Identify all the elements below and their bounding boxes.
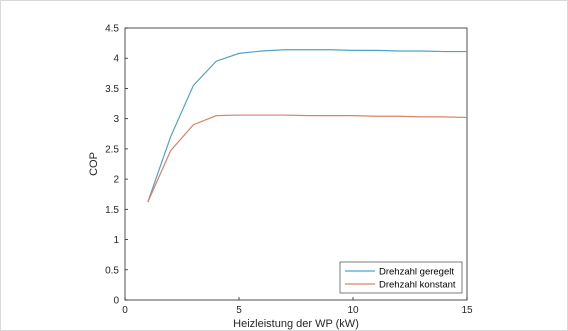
x-axis: 0 5 10 15 <box>122 297 473 316</box>
legend-box <box>339 261 463 294</box>
y-tick-label: 2 <box>113 175 119 186</box>
plot-area <box>124 27 468 301</box>
y-tick-label: 1 <box>113 235 119 246</box>
series-layer <box>147 49 468 203</box>
x-tick-label: 0 <box>122 305 128 316</box>
y-tick-label: 1.5 <box>105 205 119 216</box>
y-tick-label: 3 <box>113 114 119 125</box>
y-tick-label: 4 <box>113 54 119 65</box>
y-tick-label: 0 <box>113 296 119 307</box>
series-line-2 <box>147 114 468 203</box>
y-axis: 0 0.5 1 1.5 2 2.5 3 3.5 4 4.5 <box>105 24 128 307</box>
y-tick-label: 3.5 <box>105 84 119 95</box>
x-tick-label: 15 <box>461 305 473 316</box>
legend-label-1: Drehzahl geregelt <box>379 267 454 278</box>
x-axis-label: Heizleistung der WP (kW) <box>233 318 359 330</box>
x-tick-label: 5 <box>236 305 242 316</box>
y-tick-label: 4.5 <box>105 24 119 35</box>
legend: Drehzahl geregelt Drehzahl konstant <box>339 261 463 294</box>
y-tick-label: 2.5 <box>105 144 119 155</box>
y-axis-label: COP <box>88 152 100 176</box>
x-tick-label: 10 <box>347 305 359 316</box>
y-tick-label: 0.5 <box>105 265 119 276</box>
series-line-1 <box>147 49 467 203</box>
legend-label-2: Drehzahl konstant <box>379 280 456 291</box>
